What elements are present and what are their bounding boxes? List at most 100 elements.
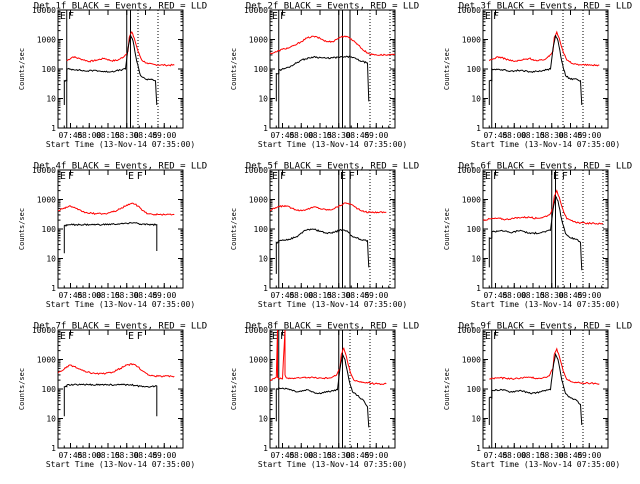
x-tick-label: 08:00: [289, 131, 313, 140]
y-tick-label: 100: [254, 225, 269, 234]
x-tick-label: 08:15: [521, 451, 545, 460]
panel-title: Det 6f BLACK = Events, RED = LLD: [459, 162, 632, 172]
region-flag-F: F: [137, 171, 143, 182]
y-tick-label: 100: [42, 65, 57, 74]
events-series-line: [275, 352, 370, 428]
y-axis-label: Counts/sec: [230, 48, 238, 90]
x-tick-label: 08:45: [558, 131, 582, 140]
y-tick-label: 1: [476, 124, 481, 133]
y-tick-label: 1: [263, 284, 268, 293]
y-tick-label: 10: [471, 415, 481, 424]
plot-frame: [57, 9, 184, 129]
region-flag-E: E: [272, 171, 278, 182]
events-series-line: [63, 383, 158, 417]
x-tick-label: 07:45: [270, 291, 294, 300]
panel-title: Det 8f BLACK = Events, RED = LLD: [246, 322, 419, 332]
y-tick-label: 10000: [457, 326, 481, 335]
y-tick-label: 10: [471, 255, 481, 264]
x-tick-label: 08:45: [558, 451, 582, 460]
panel-title: Det 9f BLACK = Events, RED = LLD: [459, 322, 632, 332]
x-tick-label: 08:15: [308, 451, 332, 460]
y-tick-label: 100: [254, 385, 269, 394]
x-axis-label: Start Time (13-Nov-14 07:35:00): [471, 460, 620, 469]
lld-series-line: [270, 330, 387, 386]
y-tick-label: 1000: [462, 36, 481, 45]
region-flag-F: F: [280, 171, 286, 182]
y-tick-label: 10000: [32, 6, 56, 15]
y-tick-label: 10: [46, 95, 56, 104]
x-tick-label: 08:00: [77, 451, 101, 460]
lld-series-line: [483, 189, 604, 225]
x-tick-label: 08:00: [502, 131, 526, 140]
y-tick-label: 1: [51, 124, 56, 133]
region-flag-F: F: [68, 11, 74, 22]
panel-det-8f: Det 8f BLACK = Events, RED = LLD 1 10 100 10…: [230, 322, 419, 470]
y-tick-label: 1: [51, 284, 56, 293]
y-tick-label: 1: [476, 444, 481, 453]
x-tick-label: 08:45: [345, 291, 369, 300]
region-flag-E: E: [553, 171, 559, 182]
x-tick-label: 08:45: [133, 131, 157, 140]
panel-det-7f: Det 7f BLACK = Events, RED = LLD 1 10 100 10…: [18, 322, 207, 470]
panel-det-9f: Det 9f BLACK = Events, RED = LLD 1 10 100 10…: [443, 322, 632, 470]
region-flag-E: E: [128, 171, 134, 182]
x-tick-label: 09:00: [577, 291, 601, 300]
y-tick-label: 1000: [37, 196, 56, 205]
x-axis-label: Start Time (13-Nov-14 07:35:00): [471, 140, 620, 149]
x-axis-label: Start Time (13-Nov-14 07:35:00): [258, 300, 407, 309]
region-flag-E: E: [340, 171, 346, 182]
lld-series-line: [489, 347, 600, 385]
x-tick-label: 08:45: [558, 291, 582, 300]
events-series-line: [275, 55, 370, 102]
y-tick-label: 100: [467, 225, 482, 234]
region-flag-E: E: [60, 171, 66, 182]
y-tick-label: 100: [254, 65, 269, 74]
y-tick-label: 100: [467, 385, 482, 394]
region-flag-E: E: [128, 331, 134, 342]
events-series-line: [488, 352, 583, 426]
x-axis-label: Start Time (13-Nov-14 07:35:00): [46, 300, 195, 309]
x-tick-label: 09:00: [152, 131, 176, 140]
x-tick-label: 08:30: [327, 131, 351, 140]
x-tick-label: 08:30: [540, 131, 564, 140]
x-tick-label: 09:00: [152, 291, 176, 300]
y-tick-label: 100: [467, 65, 482, 74]
y-tick-label: 10: [258, 95, 268, 104]
panel-det-3f: Det 3f BLACK = Events, RED = LLD 1 10 100 10…: [443, 2, 632, 150]
y-tick-label: 10000: [244, 166, 268, 175]
region-flag-E: E: [60, 11, 66, 22]
lld-series-line: [270, 202, 387, 214]
x-axis-label: Start Time (13-Nov-14 07:35:00): [46, 140, 195, 149]
events-series-line: [488, 194, 583, 271]
x-tick-label: 08:30: [327, 451, 351, 460]
plot-frame: [269, 169, 396, 289]
y-tick-label: 10000: [457, 6, 481, 15]
x-tick-label: 08:00: [502, 291, 526, 300]
panel-title: Det 7f BLACK = Events, RED = LLD: [34, 322, 207, 332]
y-tick-label: 10: [258, 255, 268, 264]
y-tick-label: 100: [42, 225, 57, 234]
x-tick-label: 09:00: [364, 131, 388, 140]
region-flag-E: E: [485, 11, 491, 22]
x-tick-label: 09:00: [152, 451, 176, 460]
y-tick-label: 10: [46, 255, 56, 264]
x-tick-label: 08:45: [345, 131, 369, 140]
lld-series-line: [58, 202, 175, 216]
x-axis-label: Start Time (13-Nov-14 07:35:00): [46, 460, 195, 469]
x-tick-label: 08:30: [327, 291, 351, 300]
x-tick-label: 07:45: [270, 131, 294, 140]
y-tick-label: 1000: [37, 36, 56, 45]
region-flag-E: E: [60, 331, 66, 342]
x-tick-label: 07:45: [270, 451, 294, 460]
x-tick-label: 09:00: [364, 291, 388, 300]
x-tick-label: 08:30: [540, 291, 564, 300]
y-tick-label: 1000: [37, 356, 56, 365]
lld-series-line: [270, 35, 395, 56]
region-flag-F: F: [562, 171, 568, 182]
x-axis-label: Start Time (13-Nov-14 07:35:00): [471, 300, 620, 309]
x-tick-label: 08:15: [308, 131, 332, 140]
region-flag-F: F: [280, 331, 286, 342]
x-tick-label: 07:45: [483, 291, 507, 300]
x-tick-label: 07:45: [483, 451, 507, 460]
